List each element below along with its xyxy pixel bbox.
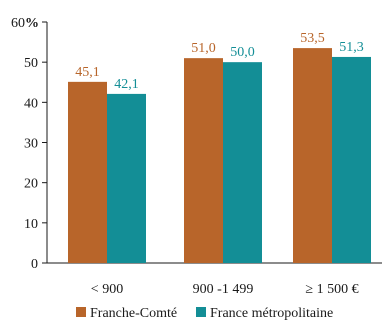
y-unit-label: % bbox=[25, 16, 39, 31]
y-tick-label: 0 bbox=[31, 257, 38, 272]
y-tick-label: 40 bbox=[24, 96, 38, 111]
data-label: 50,0 bbox=[230, 45, 255, 60]
x-category-label: < 900 bbox=[91, 282, 123, 297]
y-tick-label: 30 bbox=[24, 137, 38, 152]
x-category-label: ≥ 1 500 € bbox=[305, 282, 358, 297]
legend: Franche-Comté France métropolitaine bbox=[76, 306, 333, 321]
y-tick-label: 50 bbox=[24, 56, 38, 71]
bars bbox=[68, 48, 371, 264]
y-axis: 0 10 20 30 40 50 60% bbox=[11, 16, 48, 272]
bar bbox=[223, 62, 262, 263]
data-label: 51,0 bbox=[191, 41, 216, 56]
data-labels: 45,1 51,0 53,5 42,1 50,0 51,3 bbox=[75, 31, 364, 92]
data-label: 53,5 bbox=[300, 31, 325, 46]
x-axis: < 900 900 -1 499 ≥ 1 500 € bbox=[47, 262, 382, 297]
legend-swatch bbox=[196, 307, 206, 317]
legend-swatch bbox=[76, 307, 86, 317]
bar bbox=[107, 93, 146, 263]
legend-label: Franche-Comté bbox=[90, 306, 177, 321]
y-tick-label: 20 bbox=[24, 177, 38, 192]
bar bbox=[332, 56, 371, 263]
bar bbox=[68, 81, 107, 264]
data-label: 45,1 bbox=[75, 65, 100, 80]
data-label: 42,1 bbox=[114, 77, 139, 92]
bar bbox=[293, 48, 332, 263]
y-tick-label: 60 bbox=[11, 16, 25, 31]
x-category-label: 900 -1 499 bbox=[193, 282, 254, 297]
bar bbox=[184, 58, 223, 264]
data-label: 51,3 bbox=[339, 40, 364, 55]
legend-label: France métropolitaine bbox=[210, 306, 333, 321]
y-tick-label: 10 bbox=[24, 217, 38, 232]
